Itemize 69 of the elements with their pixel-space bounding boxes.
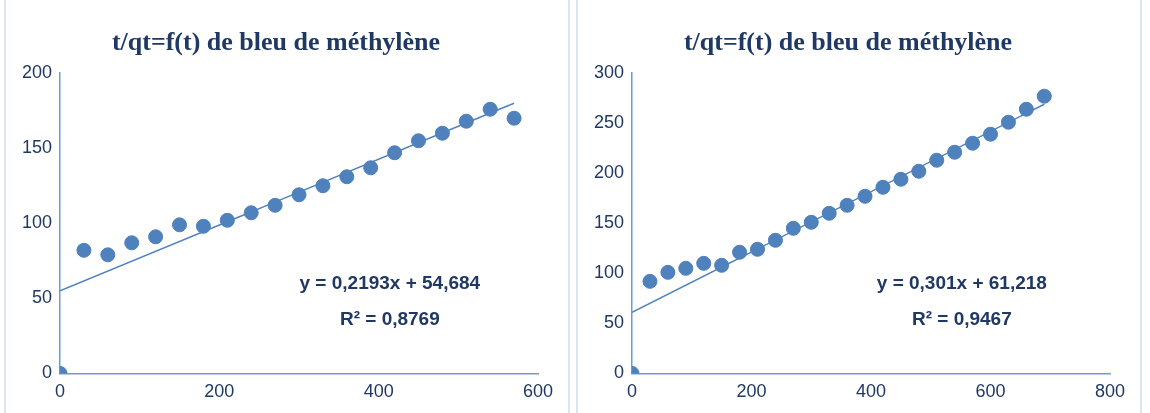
point: [411, 133, 427, 149]
point: [267, 197, 283, 213]
annotation: y = 0,301x + 61,218: [876, 271, 1047, 293]
y-tick-label: 150: [21, 137, 53, 158]
x-tick-label: 400: [363, 381, 394, 402]
point: [893, 171, 909, 187]
point: [219, 212, 235, 228]
x-tick-label: 0: [55, 381, 66, 402]
point: [929, 152, 945, 168]
point: [947, 144, 963, 160]
point: [678, 260, 694, 276]
point: [195, 218, 211, 234]
x-tick-label: 0: [627, 381, 638, 402]
y-tick-label: 50: [32, 287, 53, 308]
point: [750, 241, 765, 257]
x-tick-label: 600: [975, 381, 1006, 402]
point: [821, 205, 837, 221]
point: [387, 145, 403, 161]
point: [243, 205, 259, 221]
point: [172, 217, 188, 233]
point: [124, 235, 140, 251]
y-tick-label: 0: [614, 362, 625, 383]
y-tick-label: 300: [593, 62, 625, 83]
chart-title: t/qt=f(t) de bleu de méthylène: [111, 27, 441, 57]
y-tick-label: 50: [604, 312, 625, 333]
point: [857, 188, 873, 204]
point: [767, 232, 783, 248]
point: [100, 247, 116, 263]
annotation: R² = 0,8769: [339, 307, 440, 329]
x-tick-label: 400: [855, 381, 887, 402]
point: [714, 257, 730, 273]
point: [875, 179, 891, 195]
y-tick-label: 250: [593, 112, 625, 133]
point: [291, 187, 307, 203]
point: [1000, 114, 1016, 130]
x-tick-label: 200: [736, 381, 767, 402]
point: [148, 229, 164, 245]
y-tick-label: 100: [593, 262, 625, 283]
point: [803, 214, 819, 230]
point: [363, 160, 379, 176]
point: [911, 163, 927, 179]
point: [76, 242, 92, 258]
x-tick-label: 200: [204, 381, 235, 402]
point: [696, 255, 712, 271]
point: [785, 220, 801, 236]
annotation: R² = 0,9467: [911, 307, 1012, 329]
y-tick-label: 150: [593, 212, 625, 233]
chart-title: t/qt=f(t) de bleu de méthylène: [683, 27, 1013, 57]
point: [315, 178, 331, 194]
y-tick-label: 100: [21, 212, 53, 233]
x-tick-label: 600: [522, 381, 554, 402]
point: [660, 264, 676, 280]
point: [339, 169, 355, 185]
point: [458, 113, 474, 129]
point: [1036, 88, 1052, 104]
annotation: y = 0,2193x + 54,684: [299, 271, 481, 293]
point: [434, 125, 450, 141]
y-tick-label: 0: [42, 362, 53, 383]
y-tick-label: 200: [21, 62, 53, 83]
point: [983, 126, 999, 142]
point: [642, 273, 658, 289]
y-tick-label: 200: [593, 162, 625, 183]
point: [482, 101, 498, 117]
point: [732, 244, 748, 260]
point: [965, 135, 981, 151]
point: [1018, 101, 1034, 117]
point: [839, 197, 855, 213]
x-tick-label: 800: [1094, 381, 1126, 402]
point: [506, 110, 522, 126]
